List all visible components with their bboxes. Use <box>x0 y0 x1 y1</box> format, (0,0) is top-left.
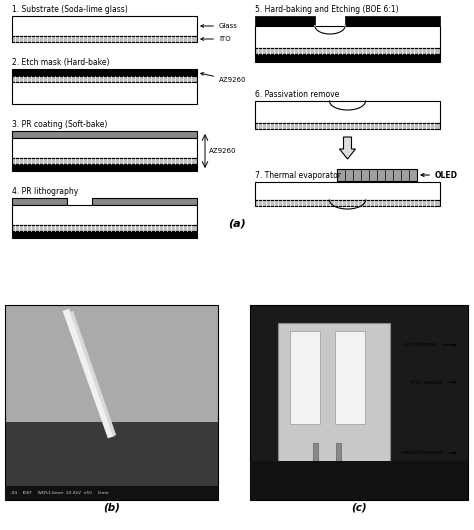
Bar <box>5 422 218 500</box>
Text: 1. Substrate (Soda-lime glass): 1. Substrate (Soda-lime glass) <box>12 5 128 14</box>
Bar <box>335 331 365 424</box>
Text: OLED: OLED <box>421 171 458 180</box>
Text: AZ9260: AZ9260 <box>209 148 237 154</box>
Bar <box>345 16 440 26</box>
Bar <box>12 36 197 42</box>
Text: 3. PR coating (Soft-bake): 3. PR coating (Soft-bake) <box>12 120 108 129</box>
Bar <box>5 305 218 422</box>
Text: 6. Passivation remove: 6. Passivation remove <box>255 90 339 99</box>
Bar <box>12 198 67 205</box>
Bar <box>12 82 197 104</box>
Bar <box>337 169 417 181</box>
Text: ITO anode: ITO anode <box>410 379 456 385</box>
Bar <box>255 182 440 200</box>
Text: ITO: ITO <box>201 36 231 42</box>
Bar <box>12 131 197 138</box>
Bar <box>12 225 197 231</box>
Bar <box>5 486 218 500</box>
Text: 4. PR lithography: 4. PR lithography <box>12 187 78 196</box>
Bar <box>12 158 197 164</box>
Bar <box>255 123 440 129</box>
Bar <box>12 138 197 158</box>
Bar <box>255 48 440 54</box>
Bar <box>12 205 197 225</box>
Bar <box>336 443 341 478</box>
Text: 7. Thermal evaporator: 7. Thermal evaporator <box>255 171 341 180</box>
Bar <box>12 231 197 238</box>
Text: Al cathode: Al cathode <box>403 342 456 348</box>
Bar <box>12 69 197 76</box>
Bar <box>250 305 468 500</box>
Bar <box>92 198 197 205</box>
Text: -04    KIST    WD51.6mm  20.0kV  x50    1mm: -04 KIST WD51.6mm 20.0kV x50 1mm <box>10 491 109 495</box>
Bar <box>255 200 440 206</box>
Bar <box>290 331 320 424</box>
Bar <box>255 26 440 48</box>
Text: 5. Hard-baking and Etching (BOE 6:1): 5. Hard-baking and Etching (BOE 6:1) <box>255 5 399 14</box>
Bar <box>255 101 440 123</box>
Bar <box>255 54 440 62</box>
Bar <box>5 305 218 500</box>
Bar <box>12 164 197 171</box>
Text: 2. Etch mask (Hard-bake): 2. Etch mask (Hard-bake) <box>12 58 109 67</box>
Bar <box>313 443 318 478</box>
Text: Glass: Glass <box>201 23 238 29</box>
Text: (c): (c) <box>351 502 367 512</box>
Bar <box>12 16 197 36</box>
Bar <box>278 323 390 471</box>
Bar <box>12 76 197 82</box>
Bar <box>250 461 468 500</box>
Text: microchannel: microchannel <box>400 450 456 455</box>
Text: (b): (b) <box>103 502 120 512</box>
Text: AZ9260: AZ9260 <box>201 73 246 84</box>
Bar <box>255 16 315 26</box>
Polygon shape <box>339 137 356 159</box>
Text: (a): (a) <box>228 218 246 228</box>
